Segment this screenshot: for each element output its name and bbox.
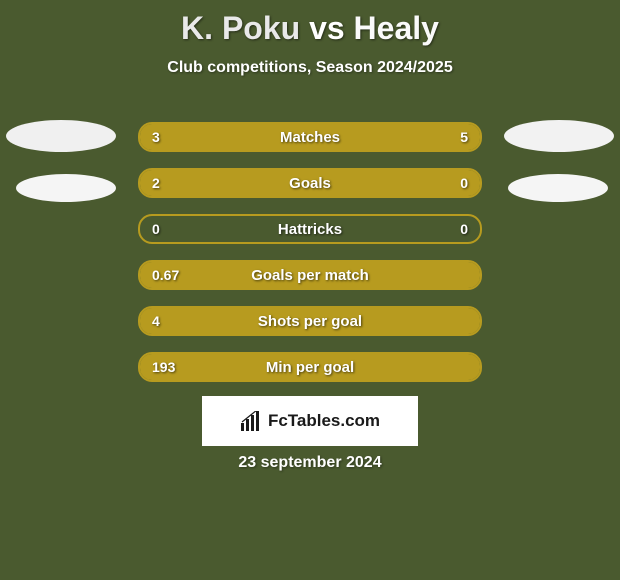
stat-label: Hattricks — [140, 216, 480, 242]
player1-name: K. Poku — [181, 10, 300, 46]
stat-label: Min per goal — [140, 354, 480, 380]
logo-bars-icon — [240, 411, 262, 431]
stat-label: Goals — [140, 170, 480, 196]
stat-label: Shots per goal — [140, 308, 480, 334]
stat-row: 0.67Goals per match — [138, 260, 482, 290]
player2-name: Healy — [354, 10, 439, 46]
stat-label: Goals per match — [140, 262, 480, 288]
stat-row: 35Matches — [138, 122, 482, 152]
logo: FcTables.com — [240, 411, 380, 431]
logo-text: FcTables.com — [268, 411, 380, 431]
title: K. Poku vs Healy — [0, 0, 620, 47]
stat-row: 00Hattricks — [138, 214, 482, 244]
stat-label: Matches — [140, 124, 480, 150]
subtitle: Club competitions, Season 2024/2025 — [0, 59, 620, 77]
vs-label: vs — [309, 10, 345, 46]
stat-row: 193Min per goal — [138, 352, 482, 382]
date-label: 23 september 2024 — [0, 454, 620, 472]
comparison-infographic: K. Poku vs Healy Club competitions, Seas… — [0, 0, 620, 580]
stat-row: 4Shots per goal — [138, 306, 482, 336]
team-badge-right-1 — [504, 120, 614, 152]
team-badge-left-2 — [16, 174, 116, 202]
logo-box: FcTables.com — [202, 396, 418, 446]
stats-bars: 35Matches 20Goals 00Hattricks 0.67Goals per… — [138, 122, 482, 398]
stat-row: 20Goals — [138, 168, 482, 198]
team-badge-right-2 — [508, 174, 608, 202]
team-badge-left-1 — [6, 120, 116, 152]
